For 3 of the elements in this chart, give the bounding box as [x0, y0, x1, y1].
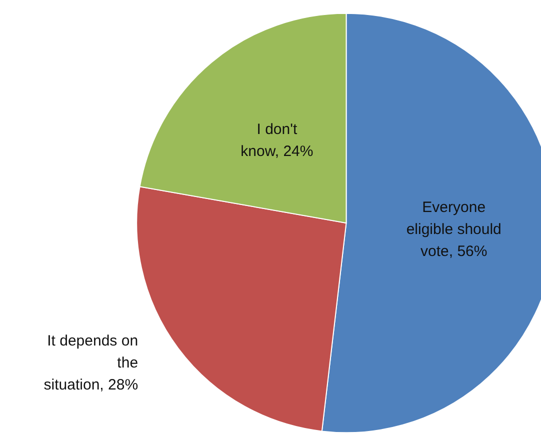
- slice-label: I don't know, 24%: [240, 120, 314, 160]
- slice-label: Everyone eligible should vote, 56%: [406, 198, 502, 260]
- slice-label: It depends on the situation, 28%: [44, 332, 138, 394]
